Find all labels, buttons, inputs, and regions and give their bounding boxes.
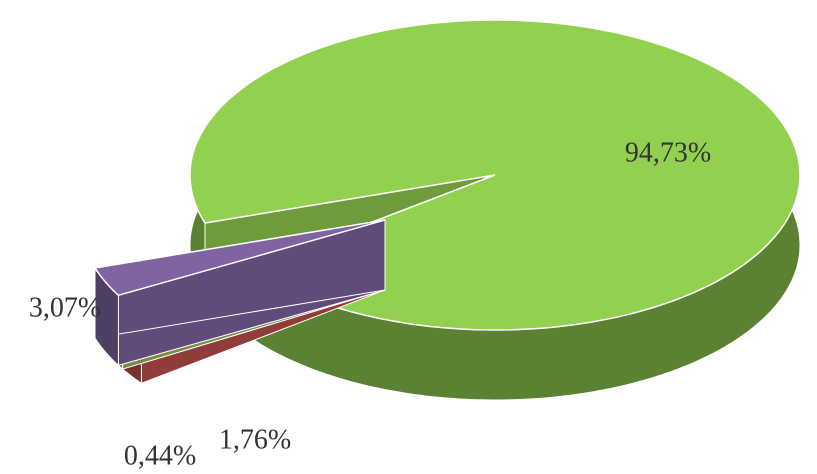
labels: 94,73% 1,76% 0,44% 3,07% — [29, 137, 711, 471]
data-label: 0,44% — [124, 440, 196, 471]
data-label: 94,73% — [625, 137, 711, 168]
data-label: 1,76% — [219, 424, 291, 455]
pie — [93, 19, 801, 401]
slice — [93, 219, 386, 297]
data-label: 3,07% — [29, 292, 101, 323]
